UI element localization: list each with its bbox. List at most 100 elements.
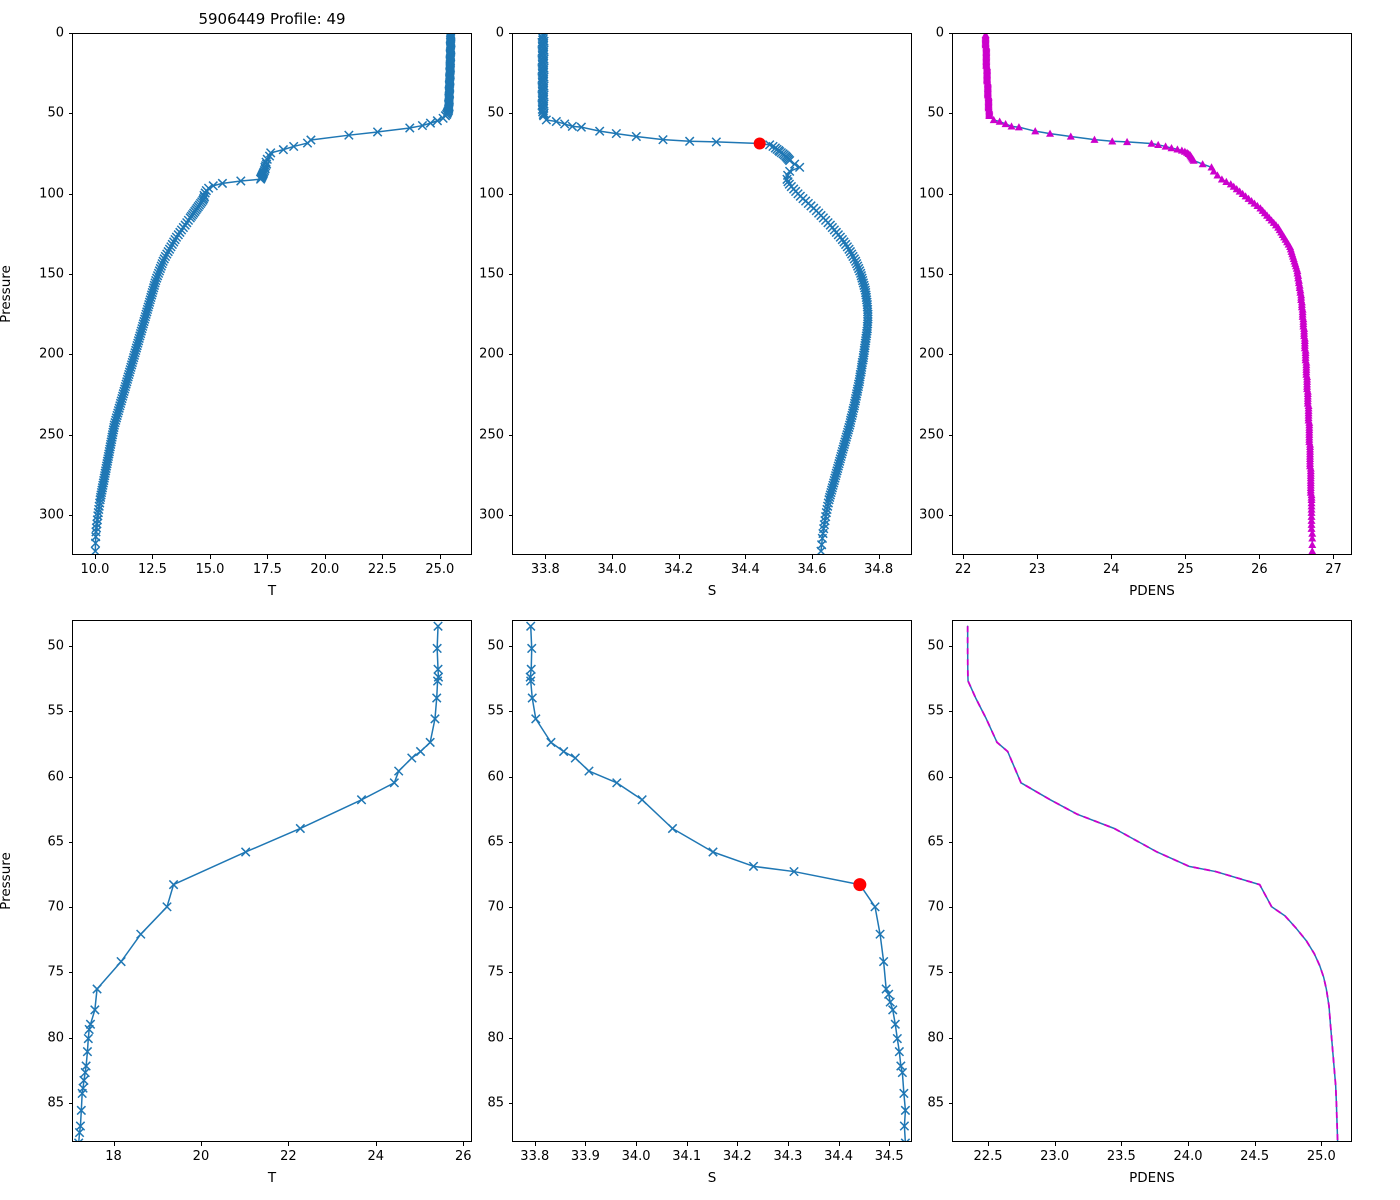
y-tick-label-top-temperature: 0 (55, 25, 64, 41)
y-tick-label-top-temperature: 250 (39, 427, 64, 443)
x-tick-top-temperature (382, 555, 384, 559)
x-tick-label-bottom-salinity: 33.8 (520, 1149, 550, 1164)
x-tick-label-top-temperature: 12.5 (137, 562, 167, 577)
y-axis-label-bottom-temperature: Pressure (0, 852, 14, 910)
y-tick-top-temperature (68, 514, 72, 516)
y-tick-label-bottom-pdens: 75 (927, 964, 944, 980)
x-tick-label-bottom-temperature: 22 (280, 1149, 297, 1164)
y-tick-label-bottom-temperature: 70 (47, 899, 64, 915)
y-tick-top-temperature (68, 354, 72, 356)
y-tick-top-salinity (508, 354, 512, 356)
x-tick-top-pdens (963, 555, 965, 559)
y-tick-top-salinity (508, 33, 512, 34)
x-tick-label-bottom-salinity: 34.0 (621, 1149, 651, 1164)
x-tick-label-bottom-salinity: 34.2 (722, 1149, 752, 1164)
y-tick-bottom-pdens (948, 841, 952, 843)
x-tick-bottom-temperature (113, 1142, 115, 1146)
y-tick-top-temperature (68, 113, 72, 115)
series-line-bottom-salinity (529, 625, 907, 1141)
x-tick-label-bottom-salinity: 34.1 (672, 1149, 702, 1164)
y-tick-label-bottom-pdens: 80 (927, 1030, 944, 1046)
plot-area-top-pdens (952, 33, 1352, 555)
y-tick-label-bottom-temperature: 75 (47, 964, 64, 980)
x-tick-top-salinity (878, 555, 880, 559)
y-tick-label-bottom-salinity: 55 (487, 703, 504, 719)
highlight-point-top-salinity (753, 137, 766, 150)
y-tick-top-pdens (948, 113, 952, 115)
y-tick-bottom-temperature (68, 972, 72, 974)
x-tick-bottom-pdens (1254, 1142, 1256, 1146)
x-tick-top-salinity (612, 555, 613, 559)
y-tick-label-bottom-salinity: 80 (487, 1030, 504, 1046)
x-tick-top-salinity (812, 555, 813, 559)
x-tick-bottom-salinity (585, 1142, 587, 1146)
x-tick-label-bottom-salinity: 34.5 (874, 1149, 904, 1164)
x-tick-bottom-salinity (686, 1142, 688, 1146)
x-tick-label-bottom-pdens: 24.0 (1173, 1149, 1203, 1164)
x-tick-top-pdens (1111, 555, 1113, 559)
y-tick-bottom-temperature (68, 646, 72, 648)
x-tick-bottom-temperature (200, 1142, 202, 1146)
y-tick-top-salinity (508, 514, 512, 516)
y-tick-bottom-temperature (68, 1102, 72, 1104)
y-tick-top-salinity (508, 434, 512, 436)
x-axis-label-top-temperature: T (267, 583, 277, 599)
y-tick-label-top-temperature: 100 (39, 186, 64, 202)
x-tick-top-salinity (545, 555, 547, 559)
y-tick-label-top-temperature: 300 (39, 507, 64, 523)
y-tick-bottom-pdens (948, 1037, 952, 1039)
y-tick-bottom-salinity (508, 841, 512, 843)
x-tick-top-pdens (1333, 555, 1335, 559)
data-canvas-top-temperature (90, 34, 456, 554)
x-tick-label-top-temperature: 17.5 (252, 562, 282, 577)
x-tick-label-top-temperature: 10.0 (80, 562, 110, 577)
x-tick-top-temperature (94, 555, 96, 559)
y-tick-label-top-salinity: 200 (479, 346, 504, 362)
y-tick-label-bottom-temperature: 50 (47, 638, 64, 654)
y-tick-bottom-pdens (948, 646, 952, 648)
y-tick-label-bottom-salinity: 60 (487, 769, 504, 785)
x-tick-top-temperature (267, 555, 269, 559)
x-tick-label-top-pdens: 25 (1177, 562, 1194, 577)
series-markers-bottom-temperature (73, 621, 444, 1141)
y-tick-top-pdens (948, 33, 952, 34)
y-tick-label-bottom-salinity: 50 (487, 638, 504, 654)
y-tick-label-top-pdens: 300 (919, 507, 944, 523)
x-tick-label-top-temperature: 15.0 (195, 562, 225, 577)
x-tick-bottom-salinity (737, 1142, 739, 1146)
x-tick-bottom-salinity (636, 1142, 638, 1146)
plot-area-bottom-temperature (72, 620, 472, 1142)
x-tick-bottom-temperature (463, 1142, 465, 1146)
y-tick-top-pdens (948, 354, 952, 356)
y-tick-label-top-temperature: 200 (39, 346, 64, 362)
y-tick-bottom-temperature (68, 907, 72, 909)
y-tick-label-top-temperature: 150 (39, 266, 64, 282)
y-tick-label-bottom-salinity: 75 (487, 964, 504, 980)
x-tick-top-salinity (678, 555, 680, 559)
x-tick-label-top-pdens: 27 (1325, 562, 1342, 577)
x-tick-bottom-salinity (889, 1142, 891, 1146)
y-tick-top-pdens (948, 434, 952, 436)
x-tick-top-temperature (152, 555, 154, 559)
x-tick-bottom-temperature (288, 1142, 290, 1146)
y-tick-label-bottom-pdens: 60 (927, 769, 944, 785)
y-tick-bottom-temperature (68, 711, 72, 713)
y-tick-label-top-salinity: 150 (479, 266, 504, 282)
x-tick-label-bottom-pdens: 22.5 (973, 1149, 1003, 1164)
y-tick-bottom-salinity (508, 711, 512, 713)
plot-area-bottom-salinity (512, 620, 912, 1142)
x-tick-label-top-salinity: 33.8 (530, 562, 560, 577)
y-tick-top-temperature (68, 434, 72, 436)
y-tick-label-top-pdens: 0 (935, 25, 944, 41)
x-axis-label-top-salinity: S (707, 583, 717, 599)
series-overlay-bottom-pdens (966, 626, 1339, 1141)
y-tick-bottom-temperature (68, 776, 72, 778)
y-tick-bottom-salinity (508, 776, 512, 778)
x-tick-label-top-pdens: 26 (1251, 562, 1268, 577)
x-tick-label-bottom-temperature: 20 (192, 1149, 210, 1164)
x-tick-bottom-salinity (838, 1142, 840, 1146)
series-line-bottom-temperature (78, 625, 440, 1141)
y-tick-bottom-temperature (68, 1037, 72, 1039)
y-tick-top-temperature (68, 193, 72, 195)
y-tick-label-top-pdens: 100 (919, 186, 944, 202)
